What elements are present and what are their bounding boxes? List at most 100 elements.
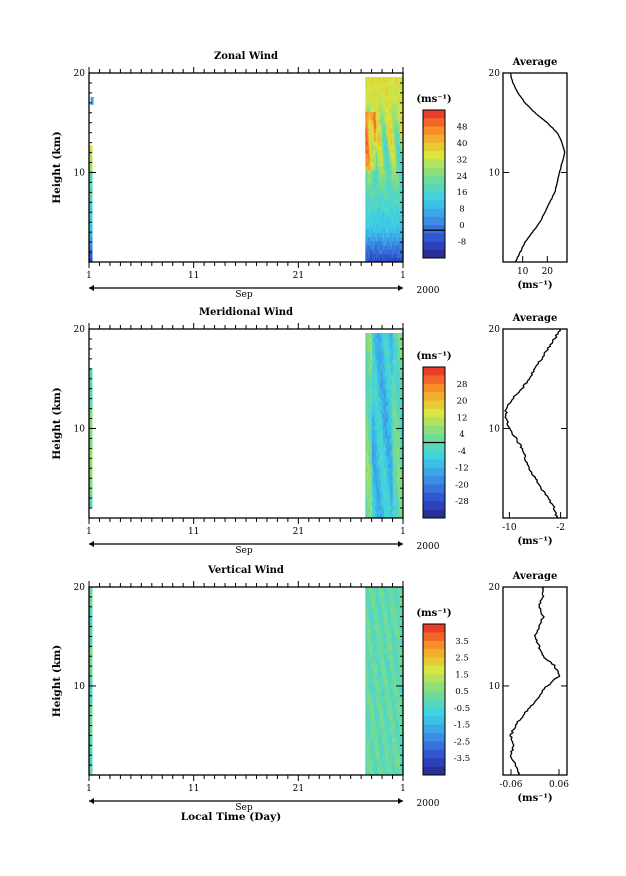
heatmap-cell: [367, 94, 369, 100]
heatmap-cell: [394, 165, 396, 171]
heatmap-cell: [366, 754, 368, 759]
heatmap-cell: [369, 380, 371, 385]
heatmap-cell: [91, 241, 93, 246]
heatmap-cell: [395, 190, 397, 196]
heatmap-cell: [370, 103, 372, 108]
heatmap-cell: [399, 513, 401, 519]
heatmap-cell: [375, 617, 378, 622]
heatmap-cell: [372, 683, 375, 689]
heatmap-cell: [371, 174, 374, 179]
heatmap-cell: [370, 153, 373, 158]
heatmap-cell: [367, 662, 369, 668]
heatmap-cell: [370, 691, 373, 697]
heatmap-cell: [391, 401, 394, 406]
heatmap-cell: [91, 428, 93, 434]
heatmap-cell: [386, 220, 388, 225]
heatmap-cell: [377, 675, 379, 680]
heatmap-cell: [377, 501, 379, 506]
heatmap-cell: [383, 467, 385, 473]
heatmap-cell: [398, 467, 400, 473]
y-tick-label: 20: [74, 325, 86, 335]
heatmap-cell: [400, 509, 402, 515]
heatmap-cell: [377, 725, 379, 730]
heatmap-cell: [365, 501, 367, 506]
heatmap-cell: [365, 451, 367, 456]
heatmap-cell: [373, 157, 376, 163]
heatmap-cell: [368, 480, 370, 485]
heatmap-cell: [380, 426, 382, 431]
heatmap-cell: [370, 170, 373, 175]
heatmap-cell: [376, 745, 378, 751]
heatmap-cell: [379, 228, 381, 234]
heatmap-cell: [388, 380, 391, 385]
colorbar-segment: [423, 375, 445, 385]
heatmap-cell: [372, 241, 375, 246]
heatmap-cell: [375, 153, 378, 158]
heatmap-cell: [386, 476, 388, 481]
heatmap-cell: [384, 371, 386, 377]
heatmap-cell: [395, 236, 397, 242]
heatmap-cell: [371, 405, 374, 410]
heatmap-cell: [91, 228, 93, 234]
heatmap-cell: [381, 153, 383, 158]
heatmap-cell: [393, 451, 395, 456]
heatmap-cell: [366, 654, 368, 660]
heatmap-cell: [89, 257, 91, 263]
heatmap-cell: [398, 380, 400, 385]
heatmap-cell: [399, 401, 401, 406]
heatmap-cell: [370, 745, 373, 751]
heatmap-cell: [91, 368, 93, 371]
heatmap-cell: [398, 186, 400, 192]
heatmap-cell: [379, 716, 381, 722]
heatmap-cell: [378, 642, 380, 647]
heatmap-cell: [379, 687, 381, 693]
heatmap-cell: [396, 509, 398, 515]
heatmap-cell: [91, 596, 93, 601]
heatmap-cell: [371, 132, 374, 138]
heatmap-cell: [370, 650, 373, 655]
heatmap-cell: [389, 249, 392, 255]
heatmap-cell: [382, 216, 384, 221]
heatmap-cell: [376, 646, 378, 651]
heatmap-cell: [370, 592, 373, 597]
heatmap-cell: [394, 371, 396, 377]
heatmap-cell: [369, 232, 371, 238]
heatmap-cell: [365, 195, 367, 200]
heatmap-cell: [376, 216, 378, 221]
heatmap-cell: [385, 480, 387, 485]
heatmap-cell: [368, 513, 370, 519]
heatmap-cell: [368, 157, 370, 163]
heatmap-cell: [373, 161, 376, 167]
heatmap-cell: [373, 592, 376, 597]
heatmap-cell: [377, 492, 379, 498]
heatmap-cell: [375, 413, 378, 419]
heatmap-cell: [390, 124, 393, 129]
heatmap-cell: [377, 157, 379, 163]
heatmap-cell: [393, 103, 395, 108]
heatmap-cell: [390, 472, 393, 477]
heatmap-cell: [367, 587, 369, 593]
heatmap-cell: [365, 224, 367, 229]
heatmap-cell: [378, 338, 380, 343]
heatmap-cell: [379, 729, 381, 734]
heatmap-cell: [376, 587, 378, 593]
heatmap-cell: [376, 442, 378, 448]
heatmap-cell: [386, 174, 388, 179]
heatmap-cell: [375, 342, 378, 348]
heatmap-cell: [398, 161, 400, 167]
heatmap-cell: [378, 136, 380, 142]
heatmap-cell: [378, 745, 380, 751]
heatmap-cell: [375, 103, 378, 108]
heatmap-cell: [401, 203, 403, 209]
heatmap-cell: [371, 750, 374, 755]
heatmap-cell: [369, 241, 371, 246]
heatmap-cell: [397, 224, 399, 229]
heatmap-cell: [380, 211, 382, 217]
heatmap-cell: [389, 455, 392, 460]
heatmap-cell: [89, 165, 91, 171]
heatmap-cell: [386, 380, 388, 385]
heatmap-cell: [370, 136, 372, 142]
heatmap-cell: [390, 355, 393, 360]
heatmap-cell: [377, 700, 379, 705]
heatmap-cell: [384, 484, 386, 490]
